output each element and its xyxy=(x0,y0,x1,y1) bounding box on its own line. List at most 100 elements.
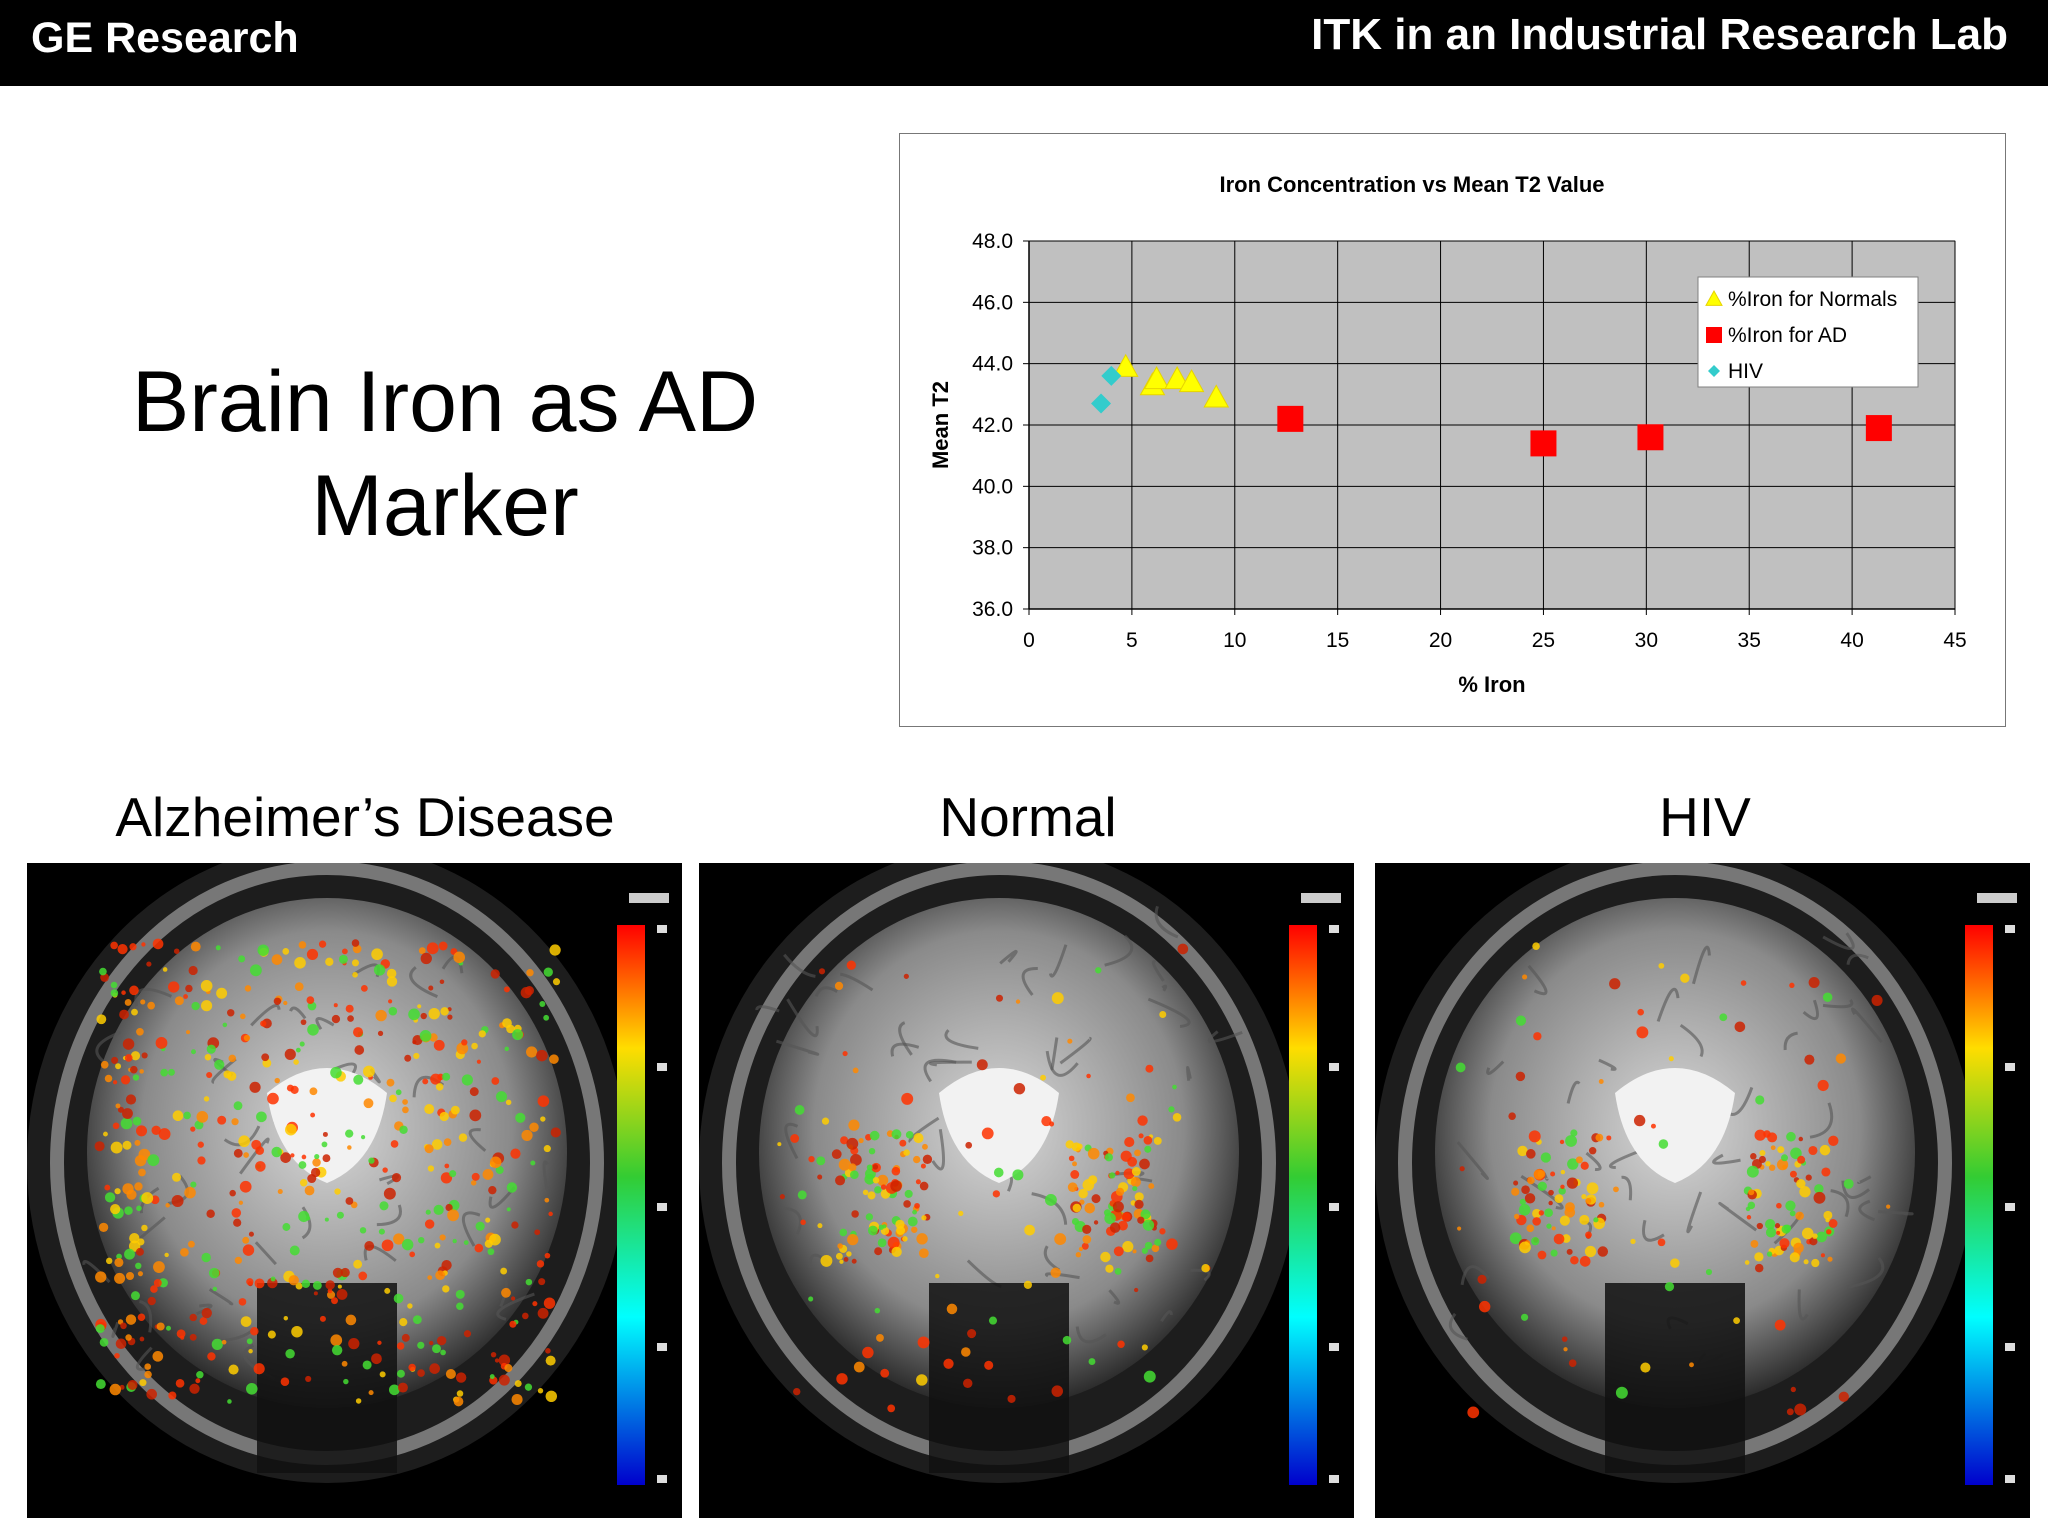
iron-spot xyxy=(1172,1084,1177,1090)
iron-spot xyxy=(274,1077,280,1084)
data-point xyxy=(1101,365,1122,386)
iron-spot xyxy=(444,1163,450,1169)
brainstem-shadow xyxy=(257,1283,397,1473)
iron-spot xyxy=(153,1261,165,1273)
iron-spot xyxy=(1137,1216,1145,1224)
iron-spot xyxy=(1012,1169,1024,1181)
iron-spot xyxy=(371,948,383,961)
iron-spot xyxy=(184,1186,196,1199)
iron-spot xyxy=(965,1141,973,1149)
iron-spot xyxy=(1670,1258,1680,1268)
iron-spot xyxy=(455,1289,465,1299)
iron-spot xyxy=(1783,1224,1792,1232)
brain-fold xyxy=(1021,966,1038,996)
iron-spot xyxy=(1798,1136,1804,1142)
brain-fold xyxy=(1802,999,1819,1021)
chart-title: Iron Concentration vs Mean T2 Value xyxy=(1219,172,1604,197)
iron-spot xyxy=(402,1099,408,1105)
iron-spot xyxy=(286,1084,294,1092)
mri-image-normal xyxy=(699,863,1341,1485)
iron-spot xyxy=(852,1067,859,1074)
iron-spot xyxy=(358,1271,368,1281)
iron-spot xyxy=(1828,1219,1838,1228)
iron-spot xyxy=(1789,1210,1796,1217)
iron-spot xyxy=(545,1390,558,1403)
brand-label: GE Research xyxy=(31,14,299,62)
iron-spot xyxy=(117,1106,124,1113)
legend-marker xyxy=(1706,327,1722,343)
iron-spot xyxy=(1766,1251,1773,1257)
iron-spot xyxy=(1467,1406,1480,1419)
iron-spot xyxy=(1079,1199,1085,1205)
iron-spot xyxy=(840,1136,849,1145)
iron-spot xyxy=(418,947,426,955)
iron-spot xyxy=(214,1059,225,1070)
iron-spot xyxy=(1746,1165,1759,1178)
iron-spot xyxy=(1051,992,1064,1005)
iron-spot xyxy=(1828,1135,1839,1146)
iron-spot xyxy=(353,1074,364,1085)
iron-spot xyxy=(868,1147,876,1155)
iron-spot xyxy=(918,1248,929,1259)
y-tick-label: 42.0 xyxy=(972,414,1013,437)
iron-spot xyxy=(1550,1171,1556,1177)
iron-spot xyxy=(1767,1132,1778,1143)
brain-fold xyxy=(488,1186,516,1209)
iron-spot xyxy=(397,1382,408,1393)
panel-label-ad: Alzheimer’s Disease xyxy=(115,786,615,848)
iron-spot xyxy=(371,1353,382,1365)
iron-spot xyxy=(150,1285,158,1293)
iron-spot xyxy=(1689,1362,1694,1368)
iron-spot xyxy=(1801,1227,1814,1240)
iron-spot xyxy=(1838,1391,1849,1402)
iron-spot xyxy=(1794,1403,1807,1416)
iron-spot xyxy=(1159,1011,1167,1019)
iron-spot xyxy=(1123,1168,1135,1180)
iron-spot xyxy=(808,1296,814,1302)
iron-spot xyxy=(1546,1223,1552,1229)
iron-spot xyxy=(1558,1187,1566,1195)
iron-spot xyxy=(913,1155,921,1164)
iron-spot xyxy=(1565,1135,1577,1147)
iron-spot xyxy=(442,1285,450,1293)
iron-spot xyxy=(345,1197,354,1205)
iron-spot xyxy=(1122,1241,1134,1253)
brain-fold xyxy=(1822,932,1855,951)
header-bar: GE Research ITK in an Industrial Researc… xyxy=(0,0,2048,86)
iron-spot xyxy=(543,1014,550,1021)
iron-spot xyxy=(1570,1255,1579,1265)
iron-spot xyxy=(1126,1093,1135,1103)
iron-spot xyxy=(147,1296,156,1306)
iron-spot xyxy=(141,1052,148,1059)
iron-spot xyxy=(260,1020,267,1027)
iron-spot xyxy=(1570,1129,1578,1137)
brain-fold xyxy=(1185,1066,1192,1081)
iron-spot xyxy=(314,1153,320,1160)
iron-spot xyxy=(208,1267,220,1279)
iron-spot xyxy=(1776,1230,1781,1235)
color-scale-bar xyxy=(617,925,645,1485)
color-scale-tick xyxy=(1329,1475,1339,1483)
iron-spot xyxy=(120,1117,133,1130)
iron-spot xyxy=(393,1233,405,1245)
iron-spot xyxy=(946,1303,958,1315)
iron-spot xyxy=(1823,1210,1833,1220)
brain-fold xyxy=(786,998,819,1038)
iron-spot xyxy=(319,1315,326,1322)
iron-spot xyxy=(453,1396,464,1407)
iron-spot xyxy=(407,1303,413,1309)
iron-spot xyxy=(887,1404,896,1413)
iron-spot xyxy=(1575,1156,1583,1164)
iron-spot xyxy=(253,1363,265,1375)
iron-spot xyxy=(435,1083,444,1091)
iron-spot xyxy=(552,978,561,986)
iron-spot xyxy=(790,1134,800,1143)
iron-spot xyxy=(1550,1249,1558,1257)
iron-spot xyxy=(489,1374,495,1379)
iron-spot xyxy=(1548,1189,1554,1196)
iron-spot xyxy=(494,1358,500,1363)
iron-spot xyxy=(1151,1244,1160,1253)
iron-spot xyxy=(382,1167,388,1173)
iron-spot xyxy=(1528,1130,1541,1143)
x-tick-label: 15 xyxy=(1326,629,1349,652)
